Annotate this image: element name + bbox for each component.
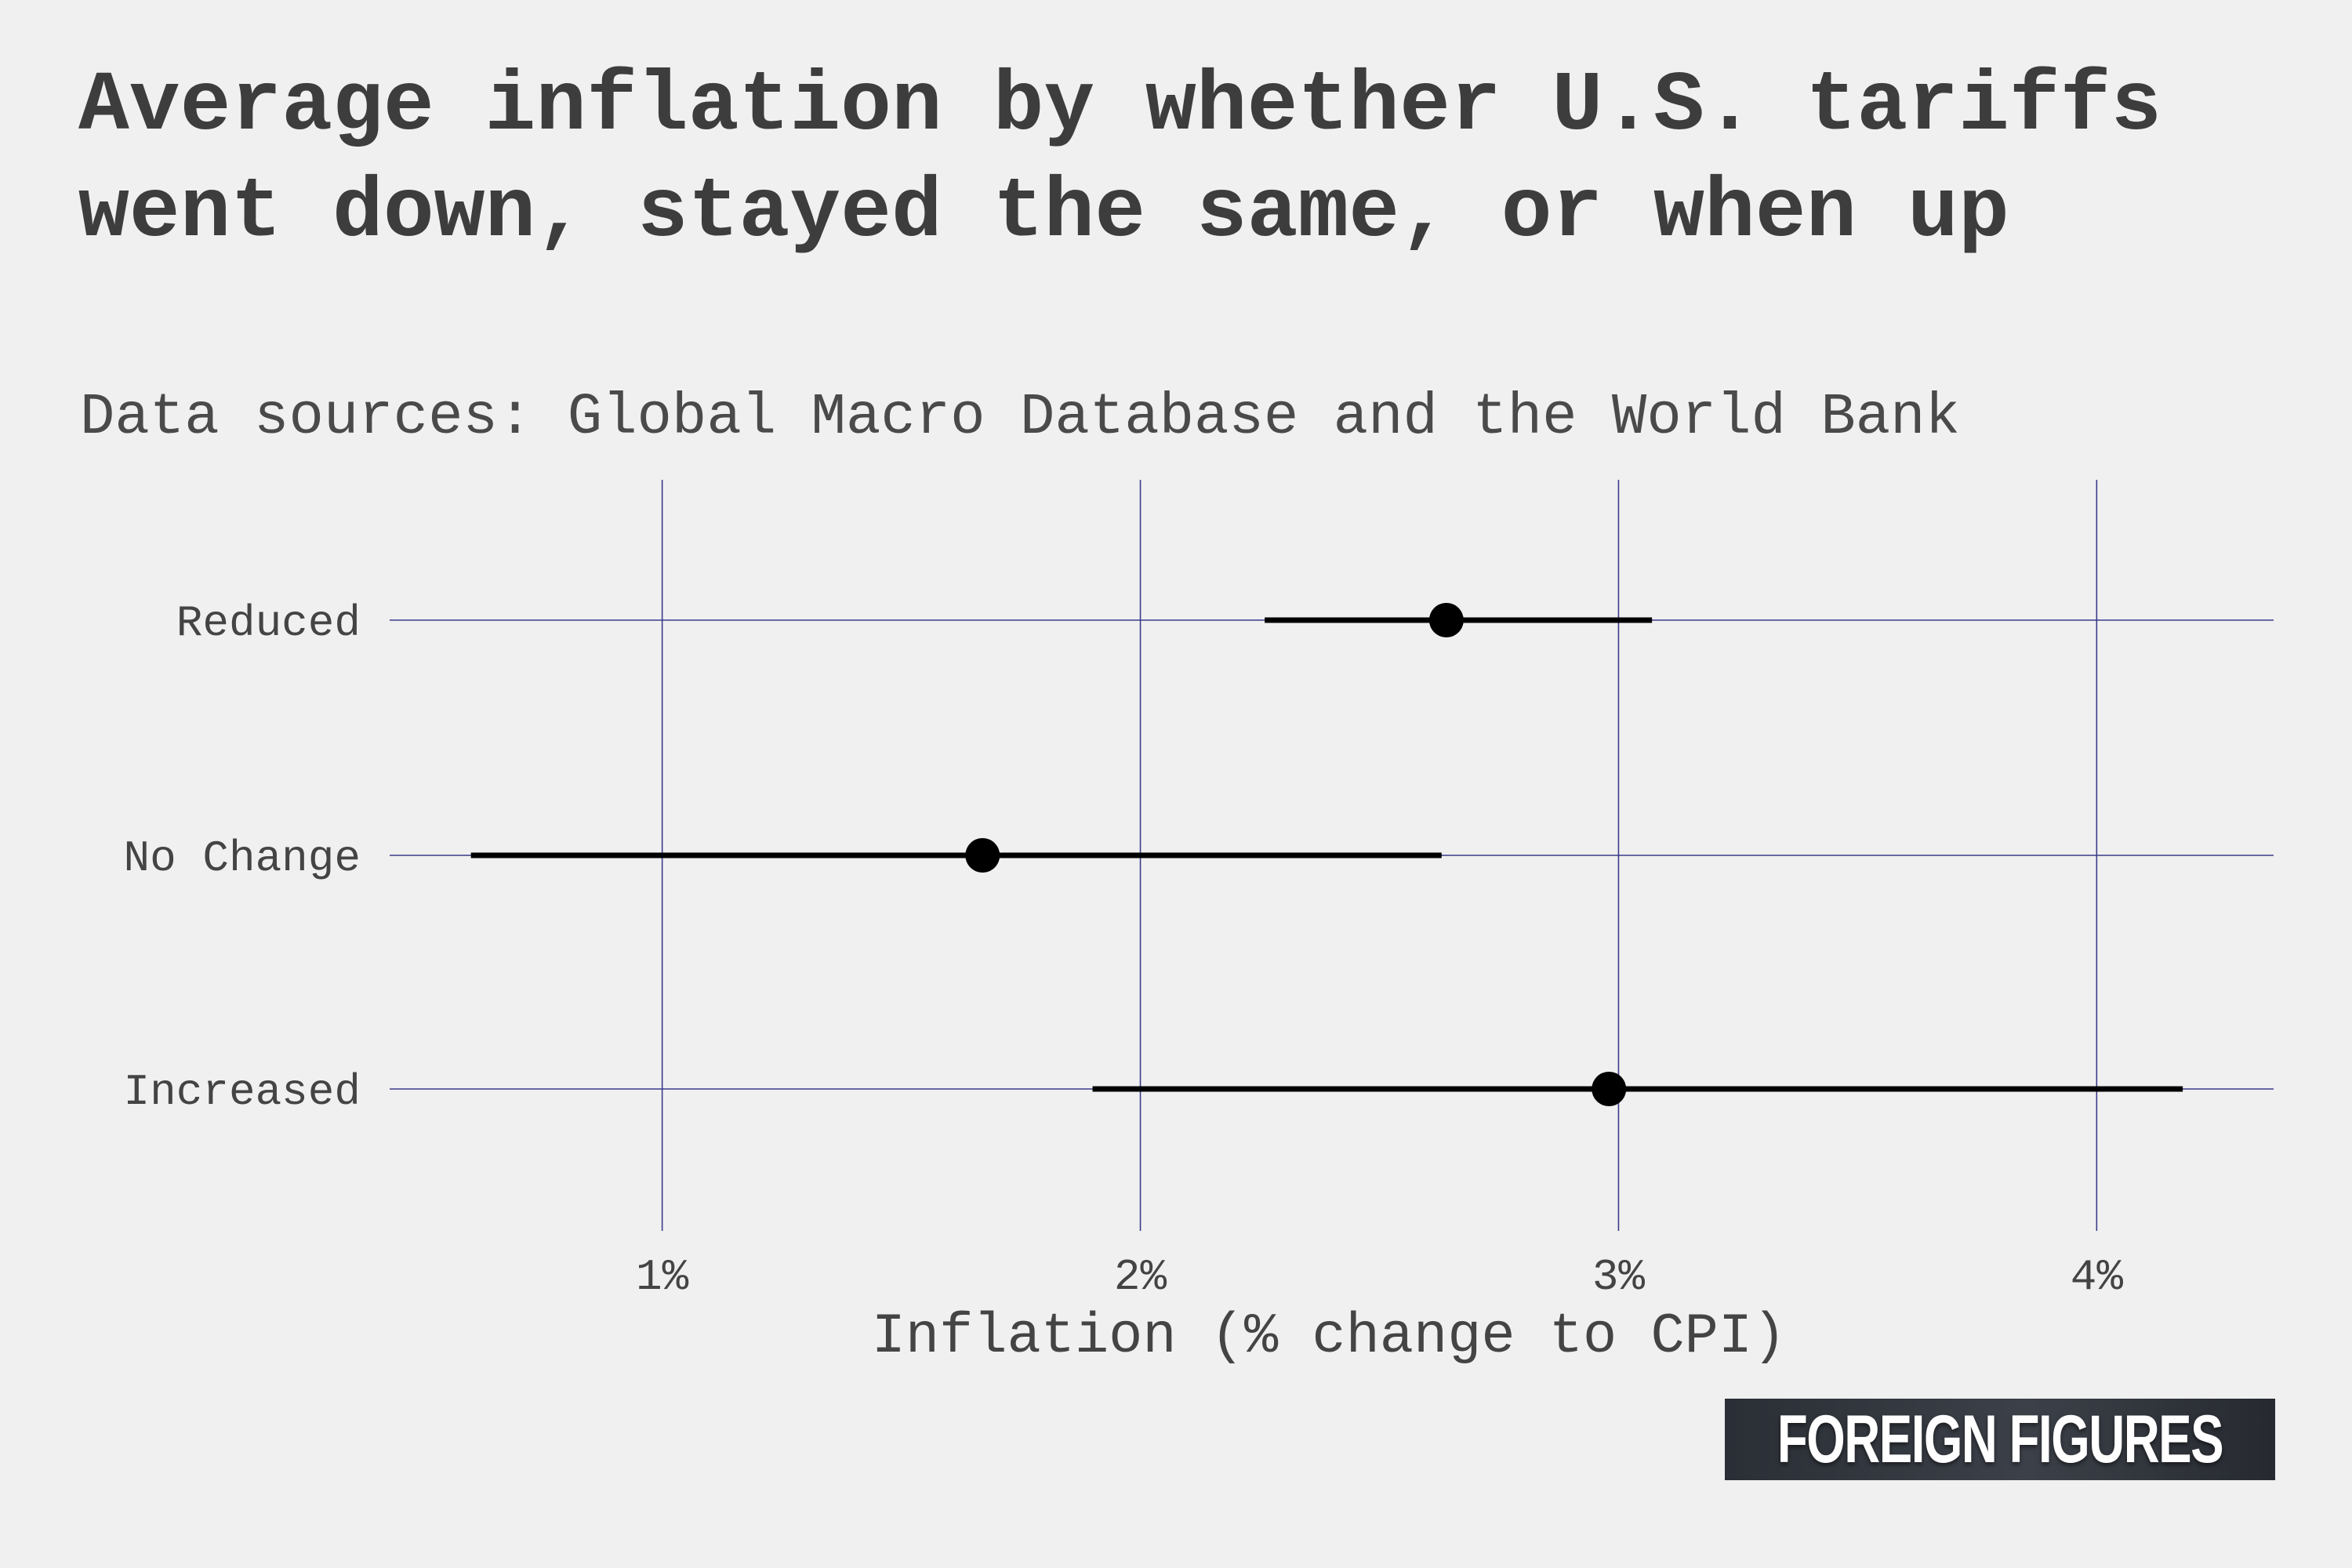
mean-point-1 (965, 838, 1000, 873)
x-tick-label: 2% (1114, 1252, 1167, 1302)
category-label: Reduced (176, 598, 361, 648)
x-tick-labels: 1% 2% 3% 4% (636, 1252, 2123, 1302)
category-labels: Reduced No Change Increased (124, 598, 361, 1117)
x-tick-label: 3% (1592, 1252, 1646, 1302)
x-tick-label: 4% (2071, 1252, 2124, 1302)
x-tick-label: 1% (636, 1252, 689, 1302)
chart-title: Average inflation by whether U.S. tariff… (78, 59, 2162, 261)
foreign-figures-logo: FOREIGN FIGURES (1725, 1399, 2275, 1480)
mean-point-0 (1428, 603, 1464, 637)
mean-point-2 (1592, 1072, 1627, 1106)
x-axis-title: Inflation (% change to CPI) (872, 1305, 1787, 1369)
logo-text: FOREIGN FIGURES (1777, 1402, 2224, 1477)
category-label: No Change (124, 833, 361, 884)
category-label: Increased (124, 1067, 361, 1117)
data-marks (470, 603, 2183, 1106)
chart-subtitle: Data sources: Global Macro Database and … (80, 385, 1960, 451)
